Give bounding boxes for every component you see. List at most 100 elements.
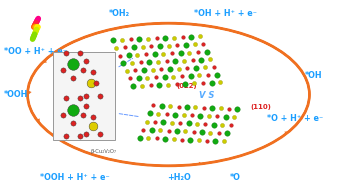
Point (191, 82, 197, 85)
Point (213, 139, 218, 143)
Point (200, 131, 205, 134)
Point (129, 61, 134, 64)
Point (190, 59, 195, 62)
Point (121, 62, 126, 65)
Point (204, 50, 210, 53)
Point (84, 95, 89, 98)
Text: *OO + H⁺ + e⁻: *OO + H⁺ + e⁻ (4, 47, 67, 56)
Text: *O: *O (230, 173, 241, 182)
Point (188, 74, 193, 77)
Point (136, 77, 141, 80)
Point (174, 83, 179, 86)
Text: *O + H⁺ + e⁻: *O + H⁺ + e⁻ (267, 114, 323, 123)
Point (130, 84, 136, 88)
Text: *OOH + H⁺ + e⁻: *OOH + H⁺ + e⁻ (40, 173, 110, 182)
Point (149, 129, 154, 132)
Point (132, 69, 138, 72)
Point (219, 123, 225, 126)
Point (117, 54, 123, 57)
Point (171, 36, 177, 39)
Point (166, 129, 171, 132)
Point (140, 45, 145, 48)
Point (192, 43, 197, 46)
Text: +H₂O: +H₂O (167, 173, 190, 182)
Point (147, 60, 152, 64)
Point (216, 131, 221, 134)
Point (200, 81, 206, 84)
Point (146, 136, 151, 139)
Point (193, 106, 198, 109)
Point (84, 104, 89, 107)
Point (84, 59, 89, 62)
Point (214, 115, 220, 118)
Point (167, 105, 173, 108)
Bar (53, 52, 115, 140)
Point (187, 51, 192, 54)
Point (162, 75, 167, 78)
Point (185, 67, 190, 70)
Text: *OH: *OH (305, 71, 323, 80)
Point (90, 125, 96, 128)
Point (63, 134, 69, 137)
Point (77, 134, 82, 137)
Point (164, 113, 170, 116)
Point (134, 53, 140, 56)
Point (84, 132, 89, 135)
Point (166, 44, 171, 47)
Point (138, 61, 143, 64)
Point (159, 68, 164, 71)
Point (173, 59, 178, 62)
Point (206, 115, 212, 118)
Point (201, 43, 206, 46)
Point (171, 138, 176, 141)
Point (70, 121, 75, 124)
Point (122, 46, 128, 49)
Point (189, 35, 194, 38)
Point (148, 84, 153, 87)
Point (80, 114, 86, 117)
Point (205, 139, 210, 142)
Point (141, 128, 146, 131)
Point (217, 81, 223, 84)
Point (89, 82, 94, 85)
Point (193, 66, 199, 69)
Point (77, 97, 82, 100)
Text: V S: V S (200, 91, 215, 100)
Point (188, 138, 193, 141)
Point (97, 95, 102, 98)
Point (60, 69, 65, 72)
Point (195, 51, 201, 54)
Point (126, 54, 131, 57)
Point (128, 38, 133, 41)
Point (224, 132, 230, 135)
Point (169, 52, 175, 55)
Point (228, 124, 233, 127)
Point (144, 120, 149, 123)
Text: (110): (110) (250, 104, 271, 110)
Point (153, 76, 159, 79)
Point (176, 105, 181, 108)
Point (131, 46, 136, 49)
Point (147, 112, 153, 115)
Point (77, 52, 82, 55)
Point (203, 123, 208, 126)
Point (202, 66, 208, 69)
Point (150, 68, 155, 71)
Point (179, 138, 185, 141)
Point (159, 104, 164, 107)
Point (154, 137, 159, 140)
Point (161, 52, 166, 55)
Point (119, 38, 124, 41)
Point (124, 69, 129, 72)
Point (137, 136, 143, 139)
Point (80, 69, 86, 72)
Point (63, 97, 69, 100)
Point (164, 60, 170, 63)
Point (209, 81, 214, 84)
Point (218, 107, 223, 110)
Point (183, 82, 188, 85)
Point (179, 75, 185, 78)
Point (198, 114, 203, 117)
Point (183, 43, 189, 46)
Point (211, 66, 216, 69)
